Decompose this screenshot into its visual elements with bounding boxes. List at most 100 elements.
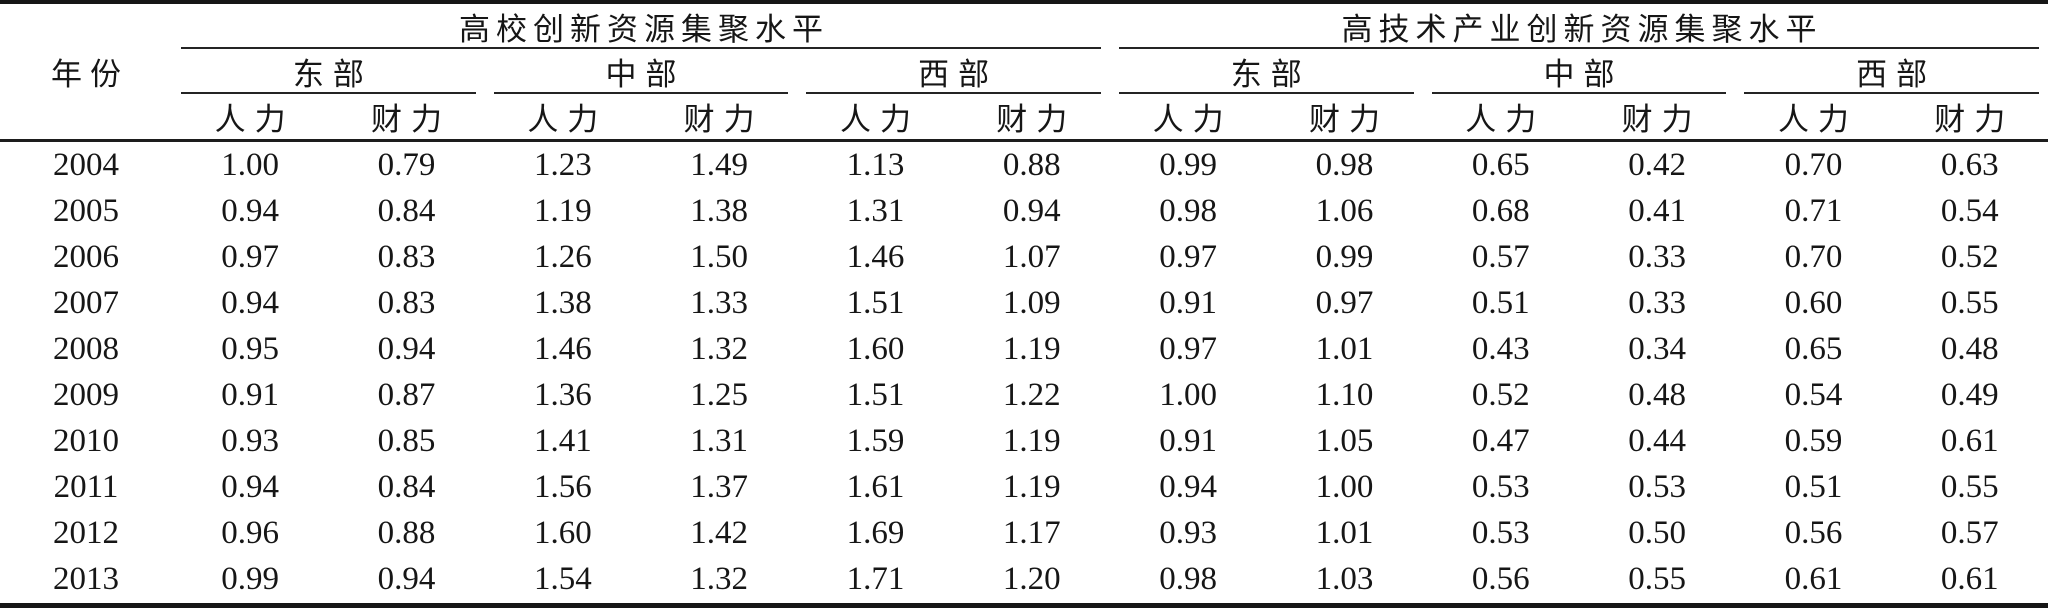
value-cell: 0.57: [1940, 515, 1999, 552]
value-cell: 0.97: [1159, 330, 1217, 367]
value-cell: 0.42: [1628, 146, 1686, 183]
value-cell: 0.91: [1159, 423, 1217, 460]
metric-header-human: 人力: [484, 94, 641, 142]
table-row: 2005 0.94 0.84 1.19 1.38 1.31 0.94 0.98 1.06 0.68…: [0, 188, 2048, 234]
table-row: 2007 0.94 0.83 1.38 1.33 1.51 1.09 0.91 0.97 0.51…: [0, 280, 2048, 326]
year-cell: 2009: [53, 376, 119, 413]
region-header-university-east: 东部: [172, 49, 485, 94]
value-cell: 0.63: [1940, 146, 1999, 183]
metric-header-human: 人力: [1735, 94, 1892, 142]
table-header: 年份 高校创新资源集聚水平 高技术产业创新资源集聚水平 东部 中部 西部 东部 …: [0, 2, 2048, 142]
value-cell: 0.79: [377, 146, 436, 183]
value-cell: 0.54: [1940, 192, 1999, 229]
table-row: 2004 1.00 0.79 1.23 1.49 1.13 0.88 0.99 0.98 0.65…: [0, 141, 2048, 189]
table-body: 2004 1.00 0.79 1.23 1.49 1.13 0.88 0.99 0.98 0.65…: [0, 141, 2048, 606]
value-cell: 0.94: [377, 561, 436, 598]
value-cell: 0.91: [1159, 284, 1217, 321]
value-cell: 0.50: [1628, 515, 1686, 552]
value-cell: 0.53: [1471, 469, 1530, 506]
value-cell: 0.83: [377, 284, 436, 321]
group-header-row: 年份 高校创新资源集聚水平 高技术产业创新资源集聚水平: [0, 2, 2048, 142]
group-header-university: 高校创新资源集聚水平: [172, 2, 1110, 49]
value-cell: 0.84: [377, 469, 436, 506]
value-cell: 0.88: [1002, 146, 1061, 183]
value-cell: 1.60: [846, 330, 905, 367]
region-header-hightech-central: 中部: [1423, 49, 1736, 94]
value-cell: 0.51: [1471, 284, 1530, 321]
year-cell: 2010: [53, 423, 119, 460]
year-cell: 2004: [53, 146, 119, 183]
value-cell: 0.98: [1159, 561, 1217, 598]
value-cell: 1.22: [1002, 376, 1061, 413]
value-cell: 0.43: [1471, 330, 1530, 367]
value-cell: 1.26: [533, 238, 592, 275]
value-cell: 0.97: [1315, 284, 1374, 321]
value-cell: 0.91: [221, 376, 280, 413]
year-cell: 2013: [53, 561, 119, 598]
value-cell: 1.59: [846, 423, 905, 460]
value-cell: 1.10: [1315, 376, 1374, 413]
region-header-university-central: 中部: [485, 49, 798, 94]
value-cell: 1.37: [690, 469, 749, 506]
value-cell: 0.94: [1159, 469, 1217, 506]
metric-header-financial: 财力: [1891, 94, 2048, 142]
value-cell: 1.42: [690, 515, 749, 552]
region-header-row: 东部 中部 西部 东部 中部 西部: [0, 49, 2048, 94]
value-cell: 0.44: [1628, 423, 1686, 460]
value-cell: 0.97: [221, 238, 280, 275]
table-row: 2009 0.91 0.87 1.36 1.25 1.51 1.22 1.00 1.10 0.52…: [0, 372, 2048, 418]
value-cell: 1.31: [846, 192, 905, 229]
value-cell: 1.00: [1159, 376, 1217, 413]
value-cell: 1.20: [1002, 561, 1061, 598]
value-cell: 0.54: [1784, 376, 1843, 413]
value-cell: 1.32: [690, 561, 749, 598]
value-cell: 1.69: [846, 515, 905, 552]
value-cell: 0.99: [221, 561, 280, 598]
value-cell: 0.94: [377, 330, 436, 367]
value-cell: 0.52: [1471, 376, 1530, 413]
value-cell: 0.95: [221, 330, 280, 367]
value-cell: 0.65: [1471, 146, 1530, 183]
value-cell: 1.19: [1002, 330, 1061, 367]
region-header-hightech-west: 西部: [1735, 49, 2048, 94]
value-cell: 1.00: [1315, 469, 1374, 506]
value-cell: 0.99: [1159, 146, 1217, 183]
table-row: 2010 0.93 0.85 1.41 1.31 1.59 1.19 0.91 1.05 0.47…: [0, 419, 2048, 465]
metric-header-human: 人力: [797, 94, 954, 142]
metric-header-human: 人力: [1109, 94, 1267, 142]
metric-header-financial: 财力: [1266, 94, 1423, 142]
value-cell: 0.59: [1784, 423, 1843, 460]
value-cell: 1.07: [1002, 238, 1061, 275]
value-cell: 0.87: [377, 376, 436, 413]
metric-header-human: 人力: [172, 94, 329, 142]
value-cell: 0.55: [1940, 284, 1999, 321]
value-cell: 0.33: [1628, 284, 1686, 321]
value-cell: 0.83: [377, 238, 436, 275]
value-cell: 0.47: [1471, 423, 1530, 460]
value-cell: 1.05: [1315, 423, 1374, 460]
metric-header-row: 人力 财力 人力 财力 人力 财力 人力 财力 人力 财力 人力 财力: [0, 94, 2048, 142]
value-cell: 1.54: [533, 561, 592, 598]
year-cell: 2006: [53, 238, 119, 275]
value-cell: 1.25: [690, 376, 749, 413]
value-cell: 0.41: [1628, 192, 1686, 229]
group-header-hightech-industry: 高技术产业创新资源集聚水平: [1110, 2, 2048, 49]
value-cell: 1.38: [533, 284, 592, 321]
metric-header-financial: 财力: [640, 94, 798, 142]
value-cell: 0.60: [1784, 284, 1843, 321]
year-cell: 2005: [53, 192, 119, 229]
value-cell: 0.52: [1940, 238, 1999, 275]
value-cell: 0.55: [1940, 469, 1999, 506]
region-header-hightech-east: 东部: [1110, 49, 1423, 94]
value-cell: 1.01: [1315, 330, 1374, 367]
table-row: 2011 0.94 0.84 1.56 1.37 1.61 1.19 0.94 1.00 0.53…: [0, 465, 2048, 511]
value-cell: 1.19: [1002, 423, 1061, 460]
value-cell: 0.88: [377, 515, 436, 552]
value-cell: 0.84: [377, 192, 436, 229]
value-cell: 0.48: [1940, 330, 1999, 367]
value-cell: 1.60: [533, 515, 592, 552]
metric-header-financial: 财力: [1578, 94, 1736, 142]
value-cell: 0.61: [1940, 561, 1999, 598]
value-cell: 0.61: [1784, 561, 1843, 598]
